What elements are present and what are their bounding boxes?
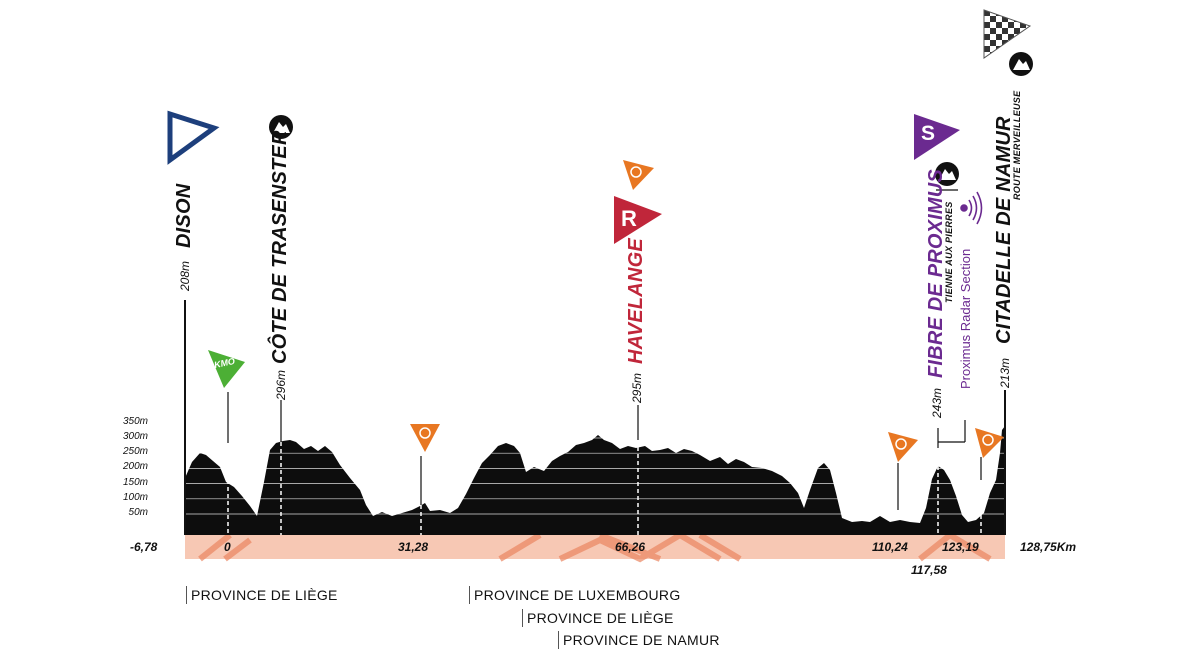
checker-square — [1020, 22, 1026, 28]
checker-square — [1020, 46, 1026, 52]
sprint-letter: R — [621, 206, 637, 231]
km-117: 117,58 — [911, 563, 947, 577]
checker-square — [984, 10, 990, 16]
checker-square — [1008, 46, 1014, 52]
checker-square — [1014, 28, 1020, 34]
km-123: 123,19 — [942, 540, 979, 554]
checker-square — [1026, 16, 1030, 22]
km-start: -6,78 — [130, 540, 158, 554]
feed-zone-icon-2 — [623, 160, 654, 190]
checker-square — [1026, 28, 1030, 34]
km-110: 110,24 — [872, 540, 908, 554]
checker-square — [1026, 40, 1030, 46]
province-label: PROVINCE DE NAMUR — [558, 631, 720, 649]
checker-square — [1008, 22, 1014, 28]
checker-square — [996, 34, 1002, 40]
checker-square — [1020, 10, 1026, 16]
y-tick-label: 50m — [128, 507, 148, 518]
special-flag-icon — [914, 114, 960, 160]
km-finish: 128,75Km — [1020, 540, 1077, 554]
start-flag-icon — [167, 110, 220, 165]
km-66: 66,26 — [615, 540, 646, 554]
province-label: PROVINCE DE LIÈGE — [186, 586, 338, 604]
grid-lines — [186, 422, 1004, 515]
marker-lines — [227, 189, 982, 510]
km-band-pattern — [198, 531, 992, 563]
proximus-sub: TIENNE AUX PIERRES — [944, 201, 954, 303]
y-tick-label: 250m — [122, 446, 148, 458]
dison-altitude: 208m — [178, 260, 192, 291]
checker-square — [1002, 16, 1008, 22]
y-tick-label: 100m — [122, 491, 148, 503]
checker-square — [1002, 52, 1008, 58]
elevation-area — [185, 426, 1005, 535]
checker-square — [996, 22, 1002, 28]
feed-zone-icon-3 — [888, 432, 918, 462]
climb-icon-proximus — [935, 162, 959, 186]
checker-square — [990, 40, 996, 46]
namur-altitude: 213m — [998, 357, 1012, 388]
checker-square — [1002, 28, 1008, 34]
km-zero: 0 — [224, 540, 231, 554]
checker-square — [984, 46, 990, 52]
checker-square — [990, 16, 996, 22]
checker-square — [1014, 40, 1020, 46]
checker-square — [1008, 10, 1014, 16]
y-tick-label: 200m — [122, 461, 148, 473]
marker-dashes — [227, 442, 982, 535]
feed-zone-icon-1 — [410, 424, 440, 452]
checker-square — [984, 58, 990, 64]
havelange-altitude: 295m — [630, 372, 644, 403]
km-31: 31,28 — [398, 540, 429, 554]
trasenster-name: CÔTE DE TRASENSTER — [269, 130, 291, 364]
checker-square — [984, 34, 990, 40]
sprint-flag-icon — [614, 196, 662, 244]
km-band — [185, 535, 1005, 559]
checker-square — [1008, 34, 1014, 40]
namur-sub: ROUTE MERVEILLEUSE — [1012, 90, 1022, 200]
feed-zone-icon-4 — [975, 428, 1004, 458]
checker-square — [1020, 34, 1026, 40]
climb-icon-namur — [1009, 52, 1033, 76]
checker-square — [996, 58, 1002, 64]
special-letter: S — [921, 122, 936, 145]
climb-icon-trasenster — [269, 115, 293, 139]
havelange-name: HAVELANGE — [625, 238, 647, 364]
y-tick-label: 150m — [122, 476, 148, 488]
checker-square — [984, 22, 990, 28]
y-tick-label: 300m — [122, 431, 148, 442]
proximus-altitude: 243m — [930, 387, 944, 418]
trasenster-altitude: 296m — [274, 369, 288, 400]
checker-square — [990, 28, 996, 34]
dison-name: DISON — [173, 183, 195, 248]
province-label: PROVINCE DE LUXEMBOURG — [469, 586, 681, 604]
y-tick-label: 350m — [122, 415, 148, 427]
radar-icon — [960, 191, 983, 225]
kmo-badge-icon — [208, 350, 245, 388]
proximus-radar-label: Proximus Radar Section — [958, 248, 973, 389]
province-label: PROVINCE DE LIÈGE — [522, 609, 674, 627]
